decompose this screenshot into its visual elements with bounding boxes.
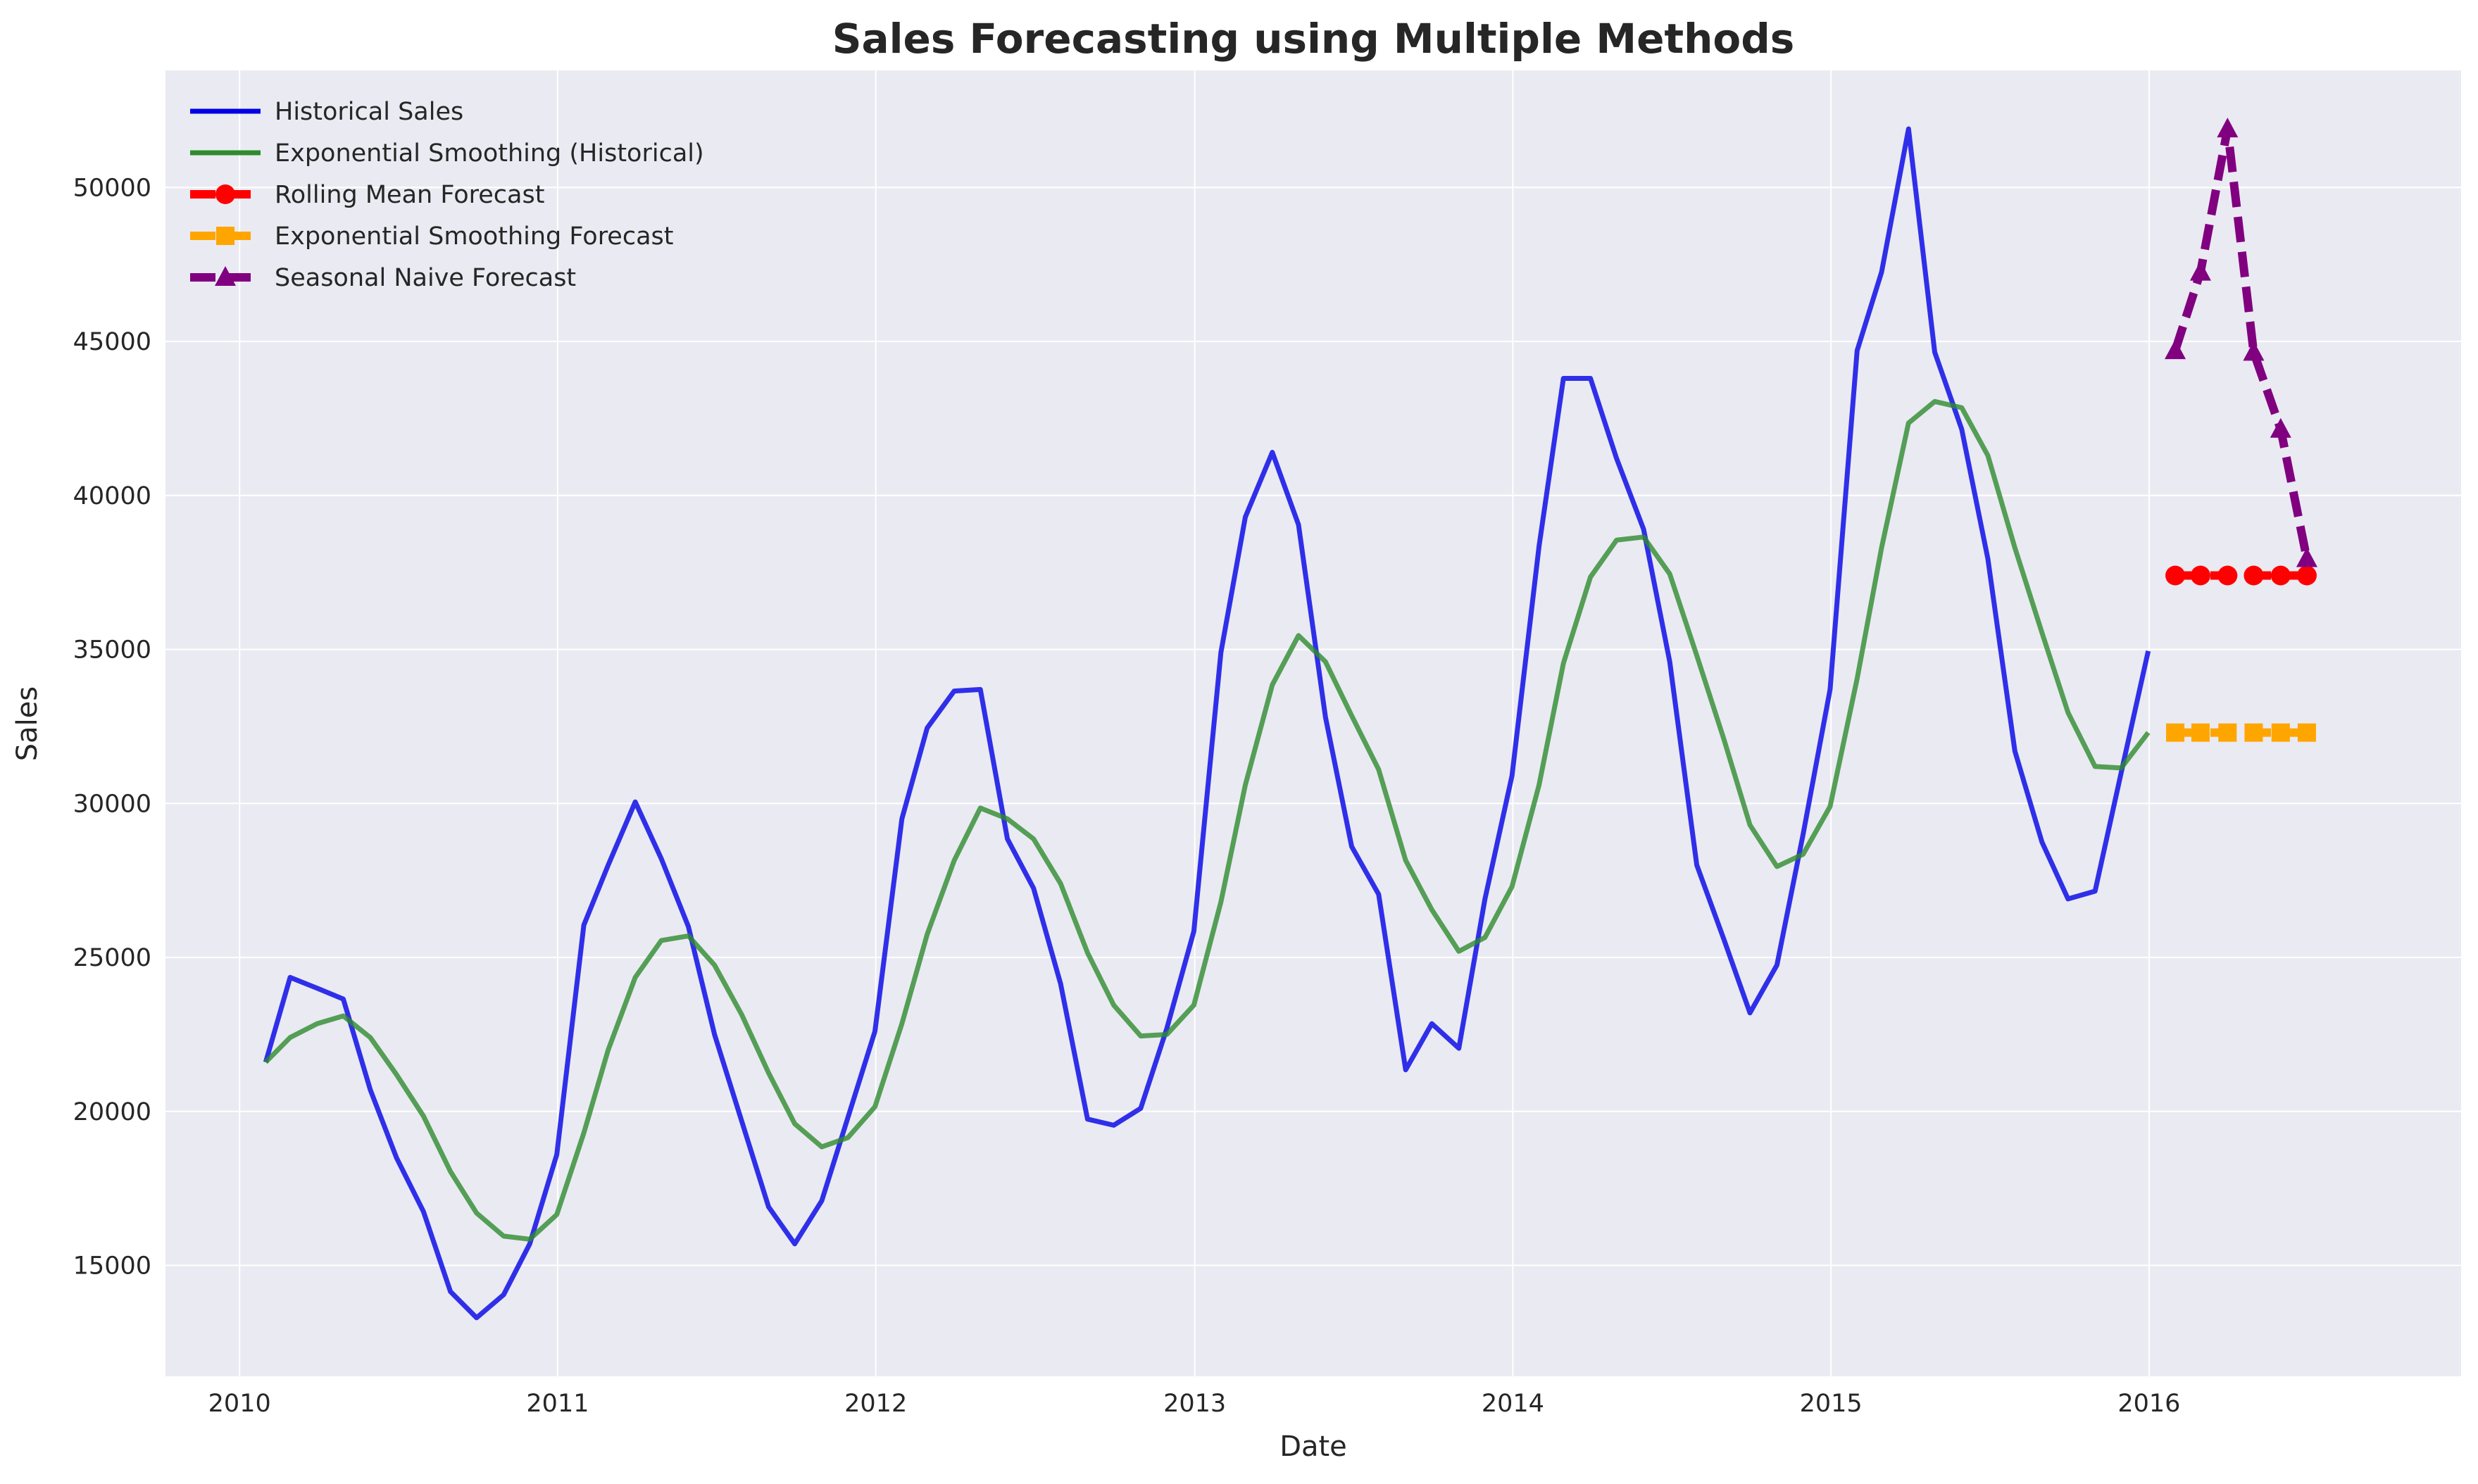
x-tick-label: 2012 [844,1390,907,1418]
legend-label: Seasonal Naive Forecast [275,264,576,292]
y-tick-label: 50000 [73,174,151,202]
exponential-smoothing-forecast-point [2166,724,2184,742]
y-tick-label: 20000 [73,1098,151,1126]
exponential-smoothing-forecast-point [2244,724,2263,742]
x-axis-label: Date [1279,1430,1347,1463]
legend-label: Rolling Mean Forecast [275,181,544,209]
exponential-smoothing-forecast-point [2272,724,2290,742]
rolling-mean-forecast-point [2244,566,2263,586]
exponential-smoothing-forecast-point [2191,724,2210,742]
legend-label: Exponential Smoothing (Historical) [275,139,704,168]
rolling-mean-forecast-point [2165,566,2185,586]
y-axis-label: Sales [11,686,44,761]
x-tick-label: 2010 [208,1390,271,1418]
rolling-mean-forecast-point [2217,566,2237,586]
x-tick-label: 2011 [526,1390,589,1418]
y-tick-label: 15000 [73,1252,151,1281]
y-tick-label: 40000 [73,482,151,510]
y-tick-label: 30000 [73,790,151,818]
rolling-mean-forecast-point [2191,566,2210,586]
legend-label: Historical Sales [275,98,463,126]
x-tick-label: 2015 [1800,1390,1863,1418]
legend-marker-exponential-smoothing-forecast [216,227,234,245]
y-tick-label: 25000 [73,944,151,972]
y-tick-label: 35000 [73,636,151,665]
exponential-smoothing-forecast-point [2218,724,2236,742]
x-tick-label: 2016 [2117,1390,2180,1418]
x-tick-label: 2013 [1163,1390,1226,1418]
y-tick-label: 45000 [73,328,151,356]
x-tick-label: 2014 [1482,1390,1544,1418]
rolling-mean-forecast-point [2297,566,2317,586]
legend-label: Exponential Smoothing Forecast [275,222,674,251]
legend-marker-rolling-mean-forecast [215,184,235,204]
chart-title: Sales Forecasting using Multiple Methods [832,15,1795,63]
rolling-mean-forecast-point [2271,566,2291,586]
exponential-smoothing-forecast-point [2298,724,2316,742]
